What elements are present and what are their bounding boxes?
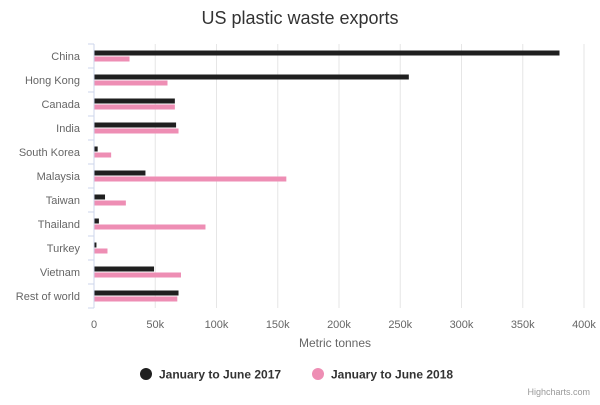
x-tick-label: 100k xyxy=(205,319,229,331)
bar-series-2[interactable] xyxy=(94,104,175,110)
bar-series-1[interactable] xyxy=(94,266,155,272)
x-tick-label: 250k xyxy=(388,319,412,331)
legend-label: January to June 2017 xyxy=(159,368,281,382)
chart-title: US plastic waste exports xyxy=(201,8,398,28)
bar-series-1[interactable] xyxy=(94,146,98,152)
category-label: Hong Kong xyxy=(25,75,80,87)
bar-series-2[interactable] xyxy=(94,152,112,158)
bar-series-1[interactable] xyxy=(94,194,106,200)
bar-series-2[interactable] xyxy=(94,296,178,302)
legend-symbol xyxy=(140,368,152,380)
bar-series-2[interactable] xyxy=(94,128,179,134)
legend-label: January to June 2018 xyxy=(331,368,453,382)
credits-link[interactable]: Highcharts.com xyxy=(527,387,590,397)
bar-series-1[interactable] xyxy=(94,98,175,104)
x-axis-title: Metric tonnes xyxy=(299,336,371,350)
category-label: China xyxy=(51,51,81,63)
bar-series-2[interactable] xyxy=(94,272,181,278)
bar-series-1[interactable] xyxy=(94,122,177,128)
legend: January to June 2017 January to June 2018 xyxy=(140,368,453,382)
bar-series-1[interactable] xyxy=(94,74,409,80)
x-tick-label: 350k xyxy=(511,319,535,331)
category-label: Canada xyxy=(41,99,80,111)
bar-series-2[interactable] xyxy=(94,80,168,86)
category-label: South Korea xyxy=(19,147,81,159)
x-tick-label: 200k xyxy=(327,319,351,331)
x-tick-label: 50k xyxy=(146,319,164,331)
bar-series-2[interactable] xyxy=(94,56,130,62)
category-label: Malaysia xyxy=(37,171,81,183)
bar-series-2[interactable] xyxy=(94,224,206,230)
category-label: Rest of world xyxy=(16,291,80,303)
bar-series-1[interactable] xyxy=(94,290,179,296)
bar-series-2[interactable] xyxy=(94,248,108,254)
x-tick-label: 300k xyxy=(450,319,474,331)
grid-lines xyxy=(154,44,585,308)
bar-series-2[interactable] xyxy=(94,200,126,206)
category-label: Turkey xyxy=(47,243,81,255)
bar-series-1[interactable] xyxy=(94,218,99,224)
category-label: India xyxy=(56,123,81,135)
category-label: Thailand xyxy=(38,219,80,231)
bar-series-1[interactable] xyxy=(94,242,97,248)
category-label: Taiwan xyxy=(46,195,80,207)
legend-item[interactable]: January to June 2018 xyxy=(312,368,453,382)
bar-series-1[interactable] xyxy=(94,170,146,176)
x-tick-label: 150k xyxy=(266,319,290,331)
legend-symbol xyxy=(312,368,324,380)
axes: 0 50k 100k 150k 200k 250k 300k 350k 400k China Hon… xyxy=(16,43,596,331)
bars xyxy=(94,50,560,302)
x-tick-label: 0 xyxy=(91,319,97,331)
x-tick-label: 400k xyxy=(572,319,596,331)
bar-series-1[interactable] xyxy=(94,50,560,56)
bar-series-2[interactable] xyxy=(94,176,287,182)
category-label: Vietnam xyxy=(40,267,80,279)
legend-item[interactable]: January to June 2017 xyxy=(140,368,281,382)
